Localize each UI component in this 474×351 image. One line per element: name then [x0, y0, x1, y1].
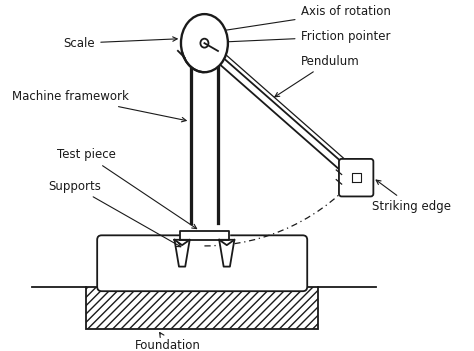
Text: Foundation: Foundation — [135, 332, 201, 351]
Polygon shape — [219, 240, 234, 267]
Bar — [86, 287, 319, 329]
FancyBboxPatch shape — [97, 235, 307, 291]
Polygon shape — [180, 231, 229, 240]
Text: Machine framework: Machine framework — [12, 90, 186, 122]
Text: Striking edge: Striking edge — [372, 180, 451, 213]
Text: Test piece: Test piece — [57, 148, 197, 229]
Text: Axis of rotation: Axis of rotation — [210, 5, 391, 34]
Polygon shape — [174, 240, 190, 267]
Text: Pendulum: Pendulum — [275, 54, 359, 97]
Text: Friction pointer: Friction pointer — [221, 30, 390, 44]
Ellipse shape — [181, 14, 228, 72]
FancyBboxPatch shape — [339, 159, 374, 197]
Ellipse shape — [201, 39, 209, 48]
Text: Scale: Scale — [64, 37, 177, 49]
Text: Supports: Supports — [48, 180, 181, 247]
